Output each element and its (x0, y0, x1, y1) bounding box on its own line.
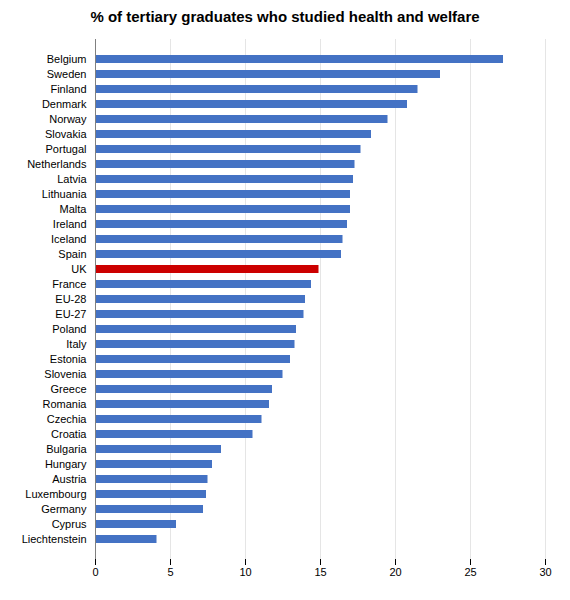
svg-text:UK: UK (71, 263, 87, 275)
svg-text:France: France (52, 278, 86, 290)
svg-text:Spain: Spain (58, 248, 86, 260)
svg-text:Slovakia: Slovakia (45, 128, 87, 140)
svg-text:10: 10 (239, 566, 251, 578)
svg-text:20: 20 (389, 566, 401, 578)
svg-text:25: 25 (464, 566, 476, 578)
svg-text:Portugal: Portugal (46, 143, 87, 155)
svg-text:Bulgaria: Bulgaria (46, 443, 87, 455)
svg-text:Romania: Romania (42, 398, 87, 410)
svg-text:Lithuania: Lithuania (42, 188, 88, 200)
svg-text:5: 5 (167, 566, 173, 578)
svg-text:EU-28: EU-28 (55, 293, 86, 305)
svg-text:Belgium: Belgium (47, 53, 87, 65)
svg-text:Liechtenstein: Liechtenstein (22, 533, 87, 545)
svg-text:Ireland: Ireland (53, 218, 87, 230)
svg-text:Malta: Malta (60, 203, 88, 215)
svg-text:Slovenia: Slovenia (44, 368, 87, 380)
svg-text:Greece: Greece (50, 383, 86, 395)
svg-text:Denmark: Denmark (42, 98, 87, 110)
html-text:% of tertiary graduates who st: % of tertiary graduates who studied heal… (90, 8, 480, 25)
svg-text:Luxembourg: Luxembourg (25, 488, 86, 500)
svg-text:Norway: Norway (49, 113, 87, 125)
svg-text:Poland: Poland (52, 323, 86, 335)
svg-text:Croatia: Croatia (51, 428, 87, 440)
svg-text:EU-27: EU-27 (55, 308, 86, 320)
svg-text:Hungary: Hungary (45, 458, 87, 470)
svg-text:Italy: Italy (66, 338, 87, 350)
svg-text:Sweden: Sweden (47, 68, 87, 80)
svg-text:30: 30 (539, 566, 551, 578)
svg-text:Cyprus: Cyprus (52, 518, 87, 530)
svg-text:Latvia: Latvia (57, 173, 87, 185)
svg-text:15: 15 (314, 566, 326, 578)
svg-text:Austria: Austria (52, 473, 87, 485)
svg-text:Netherlands: Netherlands (27, 158, 87, 170)
svg-text:Germany: Germany (41, 503, 87, 515)
svg-text:Czechia: Czechia (47, 413, 88, 425)
svg-text:0: 0 (92, 566, 98, 578)
svg-text:Iceland: Iceland (51, 233, 86, 245)
svg-text:Finland: Finland (50, 83, 86, 95)
svg-text:Estonia: Estonia (50, 353, 88, 365)
